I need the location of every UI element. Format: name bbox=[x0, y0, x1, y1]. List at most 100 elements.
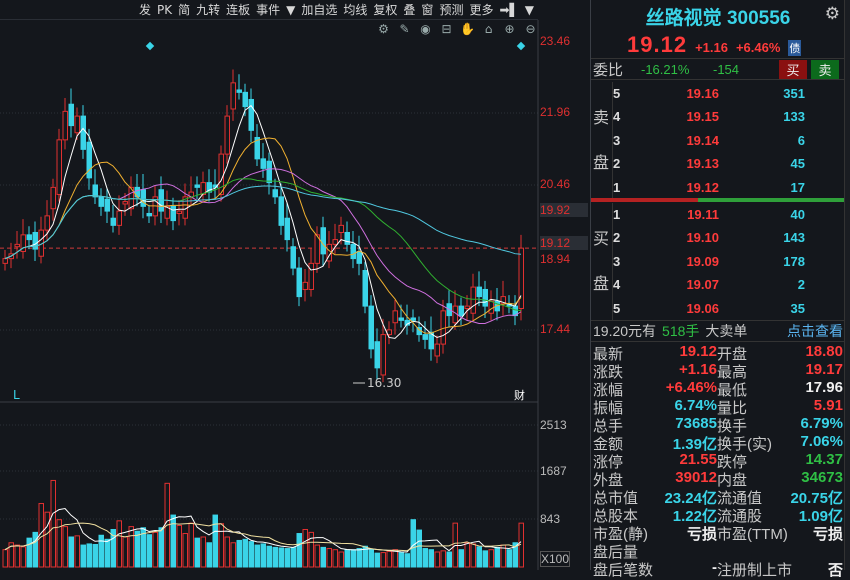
candle bbox=[386, 321, 392, 345]
candle bbox=[20, 219, 26, 259]
stat-value: 19.12 bbox=[679, 343, 717, 360]
settings-gear-icon[interactable]: ⚙ bbox=[824, 4, 840, 24]
gear-icon[interactable]: ⚙ bbox=[378, 22, 389, 36]
toolbar-item[interactable]: 窗 bbox=[421, 3, 434, 17]
toolbar-item[interactable]: 复权 bbox=[373, 3, 398, 17]
volume-bar bbox=[506, 549, 512, 568]
candle bbox=[62, 98, 68, 150]
candle bbox=[380, 318, 386, 383]
ask-row[interactable]: 1 19.12 17 bbox=[591, 176, 845, 198]
volume-bar bbox=[146, 534, 152, 568]
stat-row: 总市值 23.24亿 流通值 20.75亿 bbox=[591, 487, 845, 507]
toolbar-item[interactable]: 连板 bbox=[226, 3, 251, 17]
ask-row[interactable]: 5 19.16 351 bbox=[591, 82, 845, 104]
volume-bar bbox=[458, 549, 464, 568]
bid-row[interactable]: 1 19.11 40 bbox=[591, 203, 845, 225]
eye-icon[interactable]: ◉ bbox=[420, 22, 431, 36]
toolbar-item[interactable]: 更多 bbox=[469, 3, 494, 17]
toolbar-item[interactable]: 发 bbox=[138, 3, 151, 17]
bid-row[interactable]: 4 19.07 2 bbox=[591, 274, 845, 296]
bid-row[interactable]: 5 19.06 35 bbox=[591, 297, 845, 319]
bond-badge[interactable]: 债 bbox=[788, 40, 802, 56]
volume-bar bbox=[362, 545, 368, 568]
volume-bar bbox=[278, 547, 284, 568]
toolbar-item[interactable]: ▼ bbox=[524, 2, 534, 17]
hand-icon[interactable]: ✋ bbox=[460, 22, 475, 36]
level: 5 bbox=[613, 85, 621, 101]
book-side-label: 盘 bbox=[593, 276, 610, 293]
stat-label: 注册制上市 bbox=[717, 562, 793, 579]
toolbar-item[interactable]: 叠 bbox=[403, 3, 416, 17]
stat-value: 7.06% bbox=[800, 433, 843, 450]
lock-icon[interactable]: ⌂ bbox=[484, 22, 493, 36]
volume-bar bbox=[200, 536, 206, 568]
low-price-label: 16.30 bbox=[367, 376, 401, 390]
candle bbox=[344, 221, 350, 252]
stat-value bbox=[773, 541, 843, 559]
level: 3 bbox=[613, 253, 621, 269]
ask-row[interactable]: 2 19.13 45 bbox=[591, 153, 845, 175]
stat-row: 盘后笔数 - 注册制上市 否 bbox=[591, 559, 845, 579]
buy-button[interactable]: 买 bbox=[779, 59, 807, 79]
bid-row[interactable]: 2 19.10 143 bbox=[591, 227, 845, 249]
volume-bar bbox=[242, 538, 248, 568]
candle bbox=[356, 235, 362, 276]
candle bbox=[68, 88, 74, 138]
stat-value: 19.17 bbox=[805, 361, 843, 378]
candle bbox=[236, 74, 242, 100]
toolbar-item[interactable]: 九转 bbox=[196, 3, 221, 17]
volume-bar bbox=[446, 551, 452, 568]
pen-icon[interactable]: ✎ bbox=[399, 22, 410, 36]
volume-bar bbox=[56, 519, 62, 568]
stat-row: 市盈(静) 亏损 市盈(TTM) 亏损 bbox=[591, 523, 845, 543]
toolbar-item[interactable]: ▼ bbox=[286, 2, 296, 17]
toolbar-item[interactable]: PK bbox=[156, 2, 173, 17]
toolbar-item[interactable]: 预测 bbox=[439, 3, 464, 17]
toolbar-item[interactable]: 简 bbox=[178, 3, 191, 17]
stat-row: 盘后量 bbox=[591, 541, 845, 561]
finance-tag[interactable]: 财 bbox=[514, 388, 525, 402]
volume-bar bbox=[152, 531, 158, 568]
basket-icon[interactable]: ⊟ bbox=[441, 22, 452, 36]
stat-label: 总市值 bbox=[593, 490, 639, 507]
price-tick: 21.96 bbox=[540, 105, 571, 119]
candle bbox=[176, 200, 182, 226]
level: 4 bbox=[613, 109, 621, 124]
volume-bar bbox=[296, 533, 302, 568]
big-order-type: 大卖单 bbox=[705, 323, 748, 339]
volume-bar bbox=[26, 537, 32, 568]
price: 19.15 bbox=[686, 109, 719, 124]
price: 19.14 bbox=[686, 132, 719, 148]
toolbar-item[interactable]: 事件 bbox=[256, 3, 281, 17]
vol-ma10-line bbox=[4, 522, 522, 552]
stat-label: 换手(实) bbox=[717, 436, 772, 453]
stat-value: +6.46% bbox=[665, 379, 717, 396]
stat-row: 涨跌 +1.16 最高 19.17 bbox=[591, 361, 845, 381]
volume-bar bbox=[380, 552, 386, 568]
volume-bar bbox=[128, 526, 134, 568]
ask-row[interactable]: 3 19.14 6 bbox=[591, 129, 845, 151]
volume-bar bbox=[338, 551, 344, 568]
event-marker-icon[interactable] bbox=[516, 41, 526, 51]
ask-row[interactable]: 4 19.15 133 bbox=[591, 106, 845, 128]
view-details-link[interactable]: 点击查看 bbox=[787, 323, 843, 339]
zoom-out-icon[interactable]: ⊖ bbox=[525, 22, 536, 36]
candle bbox=[416, 316, 422, 342]
toolbar-item[interactable]: ➡▌ bbox=[499, 2, 519, 17]
volume-bar bbox=[62, 526, 68, 568]
stat-value: 21.55 bbox=[679, 451, 717, 468]
candle bbox=[458, 297, 464, 326]
toolbar-item[interactable]: 均线 bbox=[343, 3, 368, 17]
stat-row: 涨幅 +6.46% 最低 17.96 bbox=[591, 379, 845, 399]
bid-row[interactable]: 3 19.09 178 bbox=[591, 250, 845, 272]
volume-bar bbox=[2, 549, 8, 568]
kline-chart[interactable]: 16.30 L 财 bbox=[0, 0, 590, 570]
sell-button[interactable]: 卖 bbox=[811, 59, 839, 79]
volume-bar bbox=[230, 542, 236, 568]
stat-value: 39012 bbox=[675, 469, 717, 486]
toolbar-item[interactable]: 加自选 bbox=[301, 3, 338, 17]
zoom-in-icon[interactable]: ⊕ bbox=[504, 22, 515, 36]
volume-bar bbox=[212, 514, 218, 568]
volume: 35 bbox=[790, 300, 805, 316]
event-marker-icon[interactable] bbox=[145, 41, 155, 51]
